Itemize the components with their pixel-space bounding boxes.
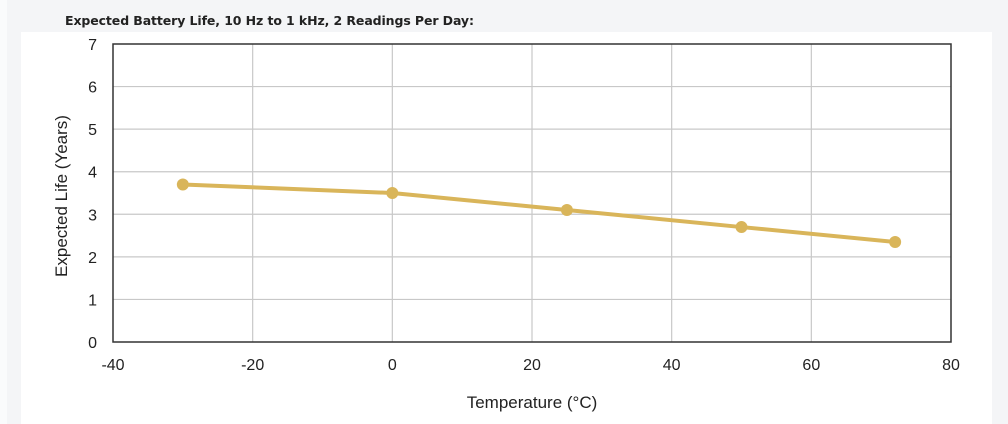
y-tick-label: 5	[88, 122, 97, 139]
y-tick-label: 7	[88, 37, 97, 54]
y-tick-label: 3	[88, 207, 97, 224]
y-tick-labels: 0 1 2 3 4 5 6 7	[88, 37, 97, 352]
data-point	[889, 235, 902, 248]
x-tick-label: 80	[942, 357, 960, 374]
x-tick-label: 0	[388, 357, 397, 374]
y-tick-label: 4	[88, 165, 97, 182]
chart-panel	[21, 32, 992, 424]
page-header-background	[21, 0, 992, 32]
series-line	[180, 182, 898, 244]
x-axis-label: Temperature (°C)	[467, 393, 598, 412]
y-tick-label: 1	[88, 292, 97, 309]
data-markers	[176, 178, 902, 248]
x-tick-label: 20	[523, 357, 541, 374]
plot-frame	[112, 43, 952, 343]
x-tick-label: -40	[101, 357, 124, 374]
data-point	[735, 221, 748, 234]
y-axis-label: Expected Life (Years)	[52, 115, 71, 277]
y-tick-label: 6	[88, 80, 97, 97]
x-tick-label: 60	[802, 357, 820, 374]
chart-title: Expected Battery Life, 10 Hz to 1 kHz, 2…	[65, 13, 474, 28]
data-point	[386, 187, 399, 199]
x-tick-labels: -40 -20 0 20 40 60 80	[101, 357, 960, 374]
right-margin	[992, 0, 1008, 424]
x-tick-label: 40	[663, 357, 681, 374]
left-margin	[7, 0, 21, 424]
y-tick-label: 2	[88, 250, 97, 267]
gridlines	[113, 44, 951, 342]
x-tick-label: -20	[241, 357, 264, 374]
data-point	[176, 178, 189, 191]
y-tick-label: 0	[88, 335, 97, 352]
data-point	[560, 204, 573, 217]
